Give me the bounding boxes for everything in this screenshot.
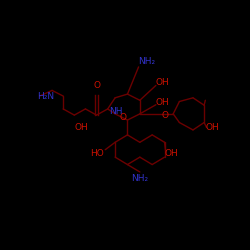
Text: HO: HO [90,149,104,158]
Text: NH₂: NH₂ [131,174,148,184]
Text: NH₂: NH₂ [138,57,156,66]
Text: OH: OH [74,123,88,132]
Text: OH: OH [156,98,170,107]
Text: NH: NH [109,107,122,116]
Text: OH: OH [156,78,170,88]
Text: OH: OH [205,123,219,132]
Text: O: O [119,113,126,122]
Text: OH: OH [164,149,178,158]
Text: O: O [94,82,101,90]
Text: H₂N: H₂N [37,92,54,101]
Text: O: O [161,110,168,120]
